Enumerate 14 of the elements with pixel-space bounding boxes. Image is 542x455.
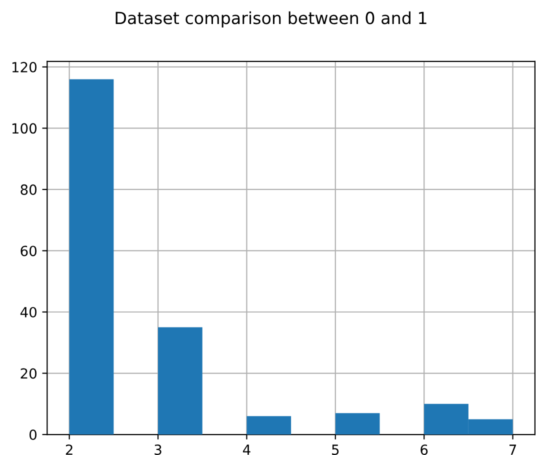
x-tick-label: 7 <box>510 444 516 455</box>
chart-title: Dataset comparison between 0 and 1 <box>116 11 426 28</box>
y-tick-label: 0 <box>30 429 37 440</box>
y-tick-label: 40 <box>20 306 37 318</box>
y-tick-label: 60 <box>20 246 37 256</box>
y-tick-label: 100 <box>12 123 37 134</box>
x-tick-label: 6 <box>420 444 428 455</box>
x-tick-label: 4 <box>242 444 250 455</box>
x-tick-label: 2 <box>66 444 72 455</box>
y-tick-label: 20 <box>20 368 37 379</box>
y-tick-label: 120 <box>12 62 37 72</box>
y-tick-label: 80 <box>20 184 37 195</box>
x-tick-label: 3 <box>154 444 162 455</box>
x-tick-label: 5 <box>332 444 339 455</box>
